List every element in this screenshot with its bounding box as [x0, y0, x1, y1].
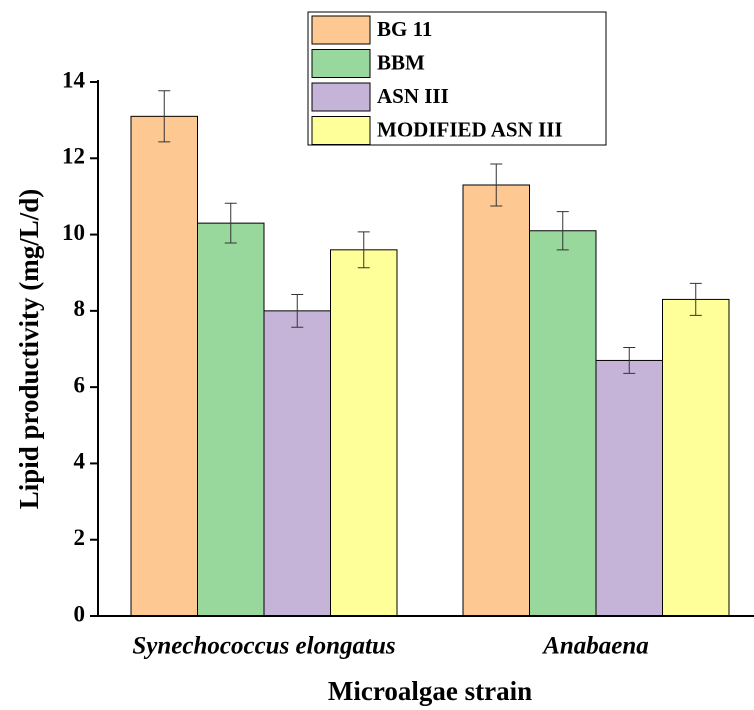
legend-label: BG 11: [377, 17, 432, 41]
x-tick-label: Synechococcus elongatus: [132, 633, 395, 660]
bar: [130, 115, 198, 617]
error-bar: [158, 90, 171, 143]
x-tick-label: Anabaena: [541, 633, 649, 660]
bar: [662, 298, 730, 617]
legend-swatch: [311, 49, 371, 78]
legend-label: BBM: [377, 50, 425, 74]
bar: [197, 222, 265, 617]
error-bar: [556, 211, 569, 251]
y-tick-label: 0: [74, 601, 86, 626]
x-axis-label: Microalgae strain: [328, 676, 532, 706]
y-axis-label: Lipid productivity (mg/L/d): [14, 189, 44, 510]
legend-swatch: [311, 116, 371, 145]
legend-swatch: [311, 15, 371, 45]
error-bar: [689, 282, 702, 316]
legend-label: ASN III: [377, 84, 449, 108]
y-tick-label: 14: [62, 67, 86, 92]
legend-swatch: [311, 82, 371, 112]
error-bar: [291, 293, 304, 328]
bar: [529, 230, 597, 617]
y-tick-label: 8: [74, 296, 86, 321]
bar: [330, 249, 398, 617]
error-bar: [490, 163, 503, 207]
y-tick-label: 6: [74, 372, 86, 397]
y-tick-label: 10: [62, 220, 85, 245]
error-bar: [357, 231, 370, 269]
error-bar: [623, 346, 636, 374]
y-tick-label: 4: [74, 449, 86, 474]
bar: [595, 359, 663, 617]
bar: [263, 310, 331, 617]
y-tick-label: 12: [62, 144, 85, 169]
legend-label: MODIFIED ASN III: [377, 117, 563, 141]
y-tick-label: 2: [74, 525, 86, 550]
error-bar: [224, 202, 237, 244]
bar: [462, 184, 530, 617]
